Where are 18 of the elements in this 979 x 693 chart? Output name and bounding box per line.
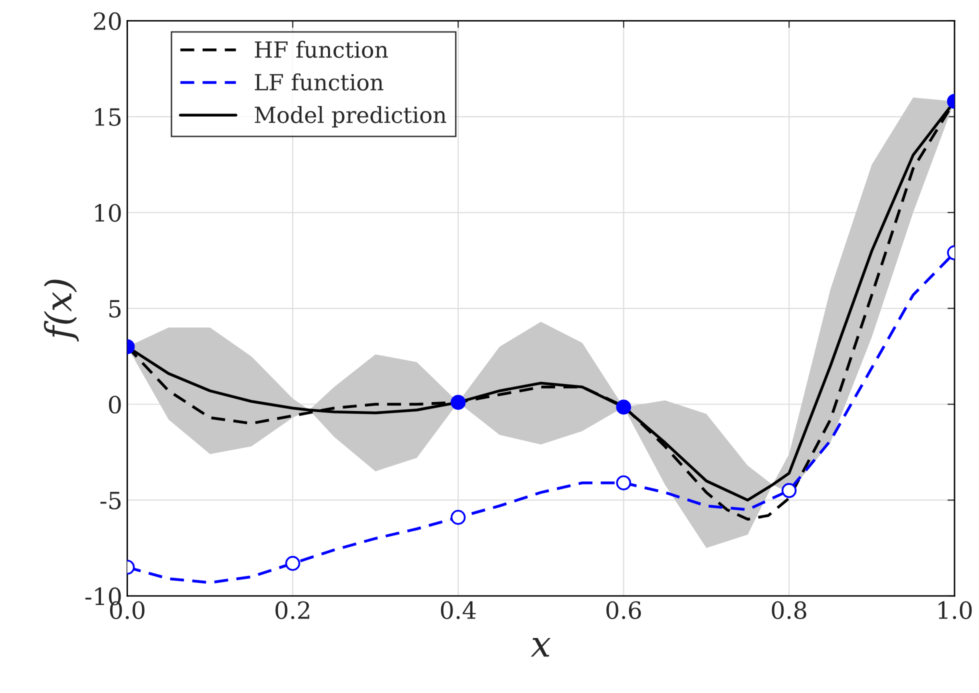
point xyxy=(616,475,632,490)
y-tick-label: 20 xyxy=(94,12,121,30)
x-tick-label: 0.8 xyxy=(772,601,806,620)
y-tick-label: 0 xyxy=(108,396,121,414)
legend-label: Model prediction xyxy=(254,106,446,128)
y-tick-label: 5 xyxy=(109,300,121,318)
legend-label: LF function xyxy=(254,73,384,91)
x-tick-label: 1.0 xyxy=(938,601,972,620)
x-tick-label: 0.6 xyxy=(606,601,641,620)
x-tick-label: 0.4 xyxy=(440,601,476,620)
legend-label: HF function xyxy=(254,40,388,58)
y-tick-label: 15 xyxy=(95,108,121,126)
y-tick-label: -5 xyxy=(100,492,121,510)
x-tick-label: 0.2 xyxy=(276,601,310,620)
y-tick-label: 10 xyxy=(95,204,121,222)
x-axis-title: x xyxy=(530,638,551,657)
y-axis-title: f(x) xyxy=(44,280,79,342)
point xyxy=(450,510,466,525)
